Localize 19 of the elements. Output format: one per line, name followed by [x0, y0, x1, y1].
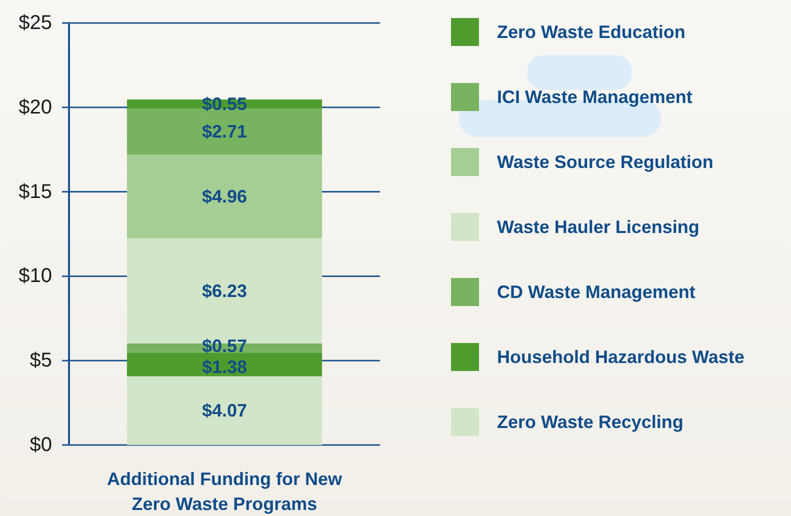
data-label: $4.96: [202, 186, 248, 206]
legend-label: Zero Waste Education: [497, 22, 686, 42]
y-tick-label: $10: [18, 265, 52, 288]
data-label: $4.07: [202, 400, 248, 421]
x-tick-label: Additional Funding for New Zero Waste Programs: [107, 469, 343, 514]
legend-label: Waste Source Regulation: [497, 152, 714, 172]
y-tick-label: $25: [18, 12, 52, 34]
legend-label: Zero Waste Recycling: [497, 412, 684, 432]
legend-label: Waste Hauler Licensing: [497, 217, 700, 237]
y-tick-label: $5: [30, 350, 52, 372]
legend-label: CD Waste Management: [497, 282, 696, 302]
y-tick-label: $0: [30, 434, 52, 456]
data-label: $2.71: [202, 122, 248, 142]
y-tick-label: $20: [18, 96, 52, 118]
data-label: $1.38: [202, 356, 248, 377]
legend-label: Household Hazardous Waste: [497, 347, 744, 367]
y-tick-label: $15: [18, 180, 52, 203]
data-label: $6.23: [202, 280, 248, 301]
legend-label: ICI Waste Management: [497, 87, 692, 107]
